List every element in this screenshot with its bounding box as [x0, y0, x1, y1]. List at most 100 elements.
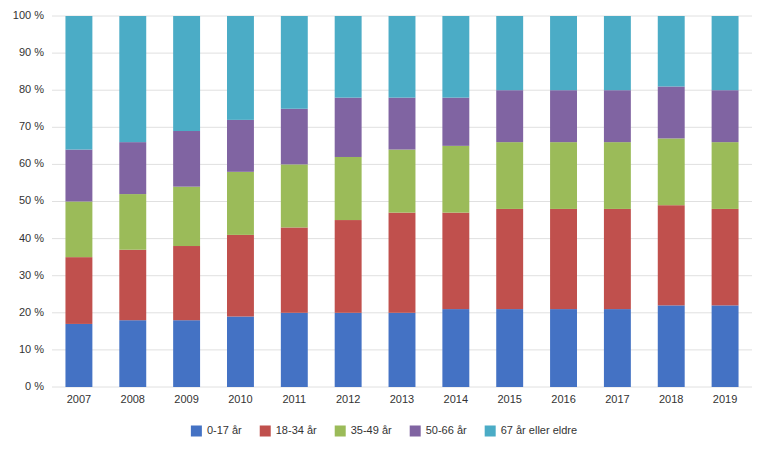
bar-segment	[335, 16, 362, 98]
y-tick-label: 30 %	[19, 269, 44, 281]
chart: 0 %10 %20 %30 %40 %50 %60 %70 %80 %90 %1…	[0, 0, 768, 449]
bar-segment	[658, 305, 685, 387]
x-tick-label: 2011	[282, 393, 306, 405]
x-tick-label: 2018	[659, 393, 683, 405]
bar-segment	[65, 150, 92, 202]
bar-segment	[496, 142, 523, 209]
y-tick-label: 40 %	[19, 232, 44, 244]
x-tick-label: 2010	[228, 393, 252, 405]
bar-segment	[496, 309, 523, 387]
legend-label: 50-66 år	[426, 424, 467, 436]
bar-segment	[173, 187, 200, 246]
bar-segment	[604, 142, 631, 209]
y-tick-label: 0 %	[25, 380, 44, 392]
bar-segment	[173, 16, 200, 131]
bar-segment	[389, 313, 416, 387]
legend-swatch	[485, 426, 496, 437]
x-tick-label: 2009	[174, 393, 198, 405]
bar-segment	[119, 16, 146, 142]
bar-segment	[442, 98, 469, 146]
bar-segment	[227, 120, 254, 172]
y-tick-label: 100 %	[13, 9, 44, 21]
bar-segment	[119, 194, 146, 250]
legend-swatch	[260, 426, 271, 437]
bar-segment	[604, 309, 631, 387]
bar-segment	[604, 90, 631, 142]
bar-segment	[65, 324, 92, 387]
bar-segment	[658, 16, 685, 86]
bar-segment	[389, 98, 416, 150]
bar-segment	[442, 146, 469, 213]
bar-segment	[335, 98, 362, 157]
bar-segment	[604, 209, 631, 309]
bar-segment	[550, 142, 577, 209]
x-axis: 2007200820092010201120122013201420152016…	[67, 393, 738, 405]
x-tick-label: 2013	[390, 393, 414, 405]
bars	[65, 16, 738, 387]
legend-item: 50-66 år	[410, 424, 467, 437]
bar-segment	[227, 16, 254, 120]
bar-segment	[227, 317, 254, 387]
bar-segment	[335, 157, 362, 220]
bar-segment	[442, 16, 469, 98]
y-tick-label: 80 %	[19, 83, 44, 95]
legend-label: 35-49 år	[351, 424, 392, 436]
legend-item: 35-49 år	[335, 424, 392, 437]
bar-segment	[550, 209, 577, 309]
x-tick-label: 2007	[67, 393, 91, 405]
x-tick-label: 2016	[551, 393, 575, 405]
legend-label: 0-17 år	[207, 424, 242, 436]
legend: 0-17 år 18-34 år 35-49 år 50-66 år 67 år ell…	[191, 424, 577, 437]
bar-segment	[281, 16, 308, 109]
bar-segment	[604, 16, 631, 90]
bar-segment	[65, 202, 92, 258]
bar-segment	[496, 209, 523, 309]
x-tick-label: 2017	[605, 393, 629, 405]
bar-segment	[173, 246, 200, 320]
bar-segment	[335, 220, 362, 313]
bar-segment	[712, 142, 739, 209]
bar-segment	[389, 213, 416, 313]
x-tick-label: 2012	[336, 393, 360, 405]
bar-segment	[658, 138, 685, 205]
bar-segment	[65, 16, 92, 150]
legend-swatch	[335, 426, 346, 437]
bar-segment	[119, 320, 146, 387]
legend-item: 0-17 år	[191, 424, 242, 437]
bar-segment	[227, 172, 254, 235]
bar-segment	[173, 131, 200, 187]
bar-segment	[389, 16, 416, 98]
y-tick-label: 20 %	[19, 306, 44, 318]
bar-segment	[712, 209, 739, 305]
bar-segment	[712, 90, 739, 142]
bar-segment	[712, 16, 739, 90]
legend-swatch	[410, 426, 421, 437]
bar-segment	[442, 213, 469, 309]
legend-label: 18-34 år	[276, 424, 317, 436]
bar-segment	[281, 109, 308, 165]
bar-segment	[442, 309, 469, 387]
x-tick-label: 2019	[713, 393, 737, 405]
bar-segment	[119, 142, 146, 194]
bar-segment	[712, 305, 739, 387]
y-tick-label: 70 %	[19, 120, 44, 132]
legend-item: 18-34 år	[260, 424, 317, 437]
bar-segment	[658, 205, 685, 305]
bar-segment	[335, 313, 362, 387]
bar-segment	[281, 227, 308, 312]
bar-segment	[550, 90, 577, 142]
x-tick-label: 2015	[497, 393, 521, 405]
y-tick-label: 90 %	[19, 46, 44, 58]
y-axis: 0 %10 %20 %30 %40 %50 %60 %70 %80 %90 %1…	[13, 9, 44, 392]
bar-segment	[119, 250, 146, 320]
y-tick-label: 50 %	[19, 194, 44, 206]
legend-swatch	[191, 426, 202, 437]
legend-item: 67 år eller eldre	[485, 424, 577, 437]
bar-segment	[173, 320, 200, 387]
grid	[52, 16, 752, 387]
y-tick-label: 10 %	[19, 343, 44, 355]
bar-segment	[658, 86, 685, 138]
bar-segment	[281, 164, 308, 227]
bar-segment	[65, 257, 92, 324]
bar-segment	[496, 90, 523, 142]
